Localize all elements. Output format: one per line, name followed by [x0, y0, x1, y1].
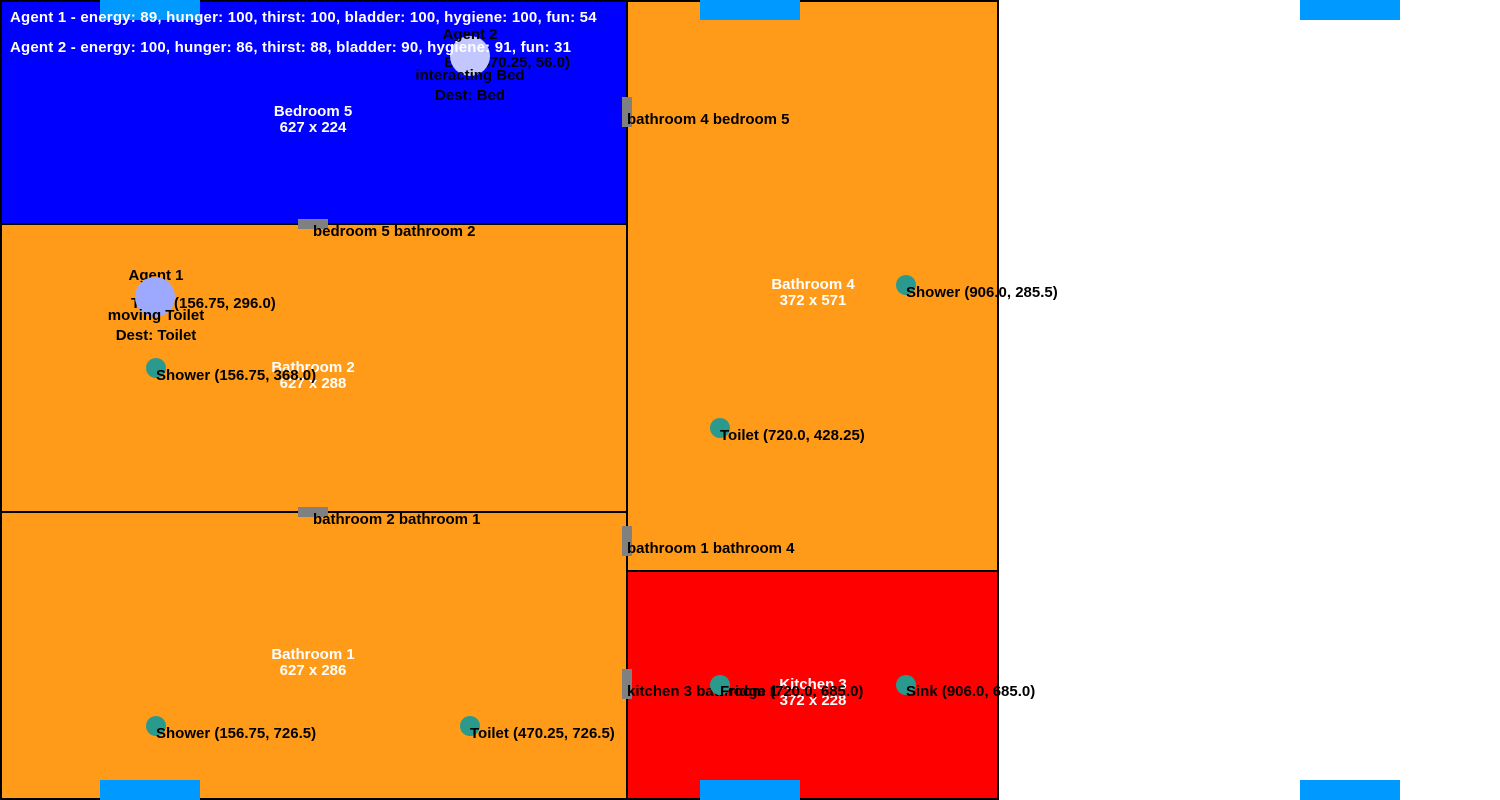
shower-label: Shower (906.0, 285.5)	[906, 284, 1058, 301]
room-size: 372 x 228	[779, 692, 847, 709]
door-bathroom2-bathroom1[interactable]	[298, 507, 328, 517]
spawn-marker	[1300, 780, 1400, 800]
fridge-label: Fridge (720.0, 685.0)	[720, 683, 864, 700]
fridge-marker[interactable]	[710, 675, 730, 695]
spawn-marker	[700, 0, 800, 20]
room-name: Bathroom 1	[271, 646, 355, 663]
agent-1-dest: Dest: Toilet	[115, 327, 197, 344]
door-bathroom1-bathroom4[interactable]	[622, 526, 632, 556]
room-name: Bedroom 5	[273, 103, 353, 120]
room-label-bathroom-1: Bathroom 1 627 x 286	[271, 647, 354, 679]
room-label-bathroom-4: Bathroom 4 372 x 571	[771, 277, 854, 309]
room-label-bathroom-2: Bathroom 2 627 x 288	[271, 360, 354, 392]
agent-2-state: interacting Bed	[415, 67, 525, 84]
door-label: bathroom 2 bathroom 1	[313, 511, 481, 528]
shower-marker[interactable]	[896, 275, 916, 295]
room-size: 627 x 286	[279, 662, 347, 679]
toilet-label: Toilet (720.0, 428.25)	[720, 427, 865, 444]
room-bedroom-5	[0, 0, 628, 225]
sink-marker[interactable]	[896, 675, 916, 695]
shower-label: Shower (156.75, 368.0)	[156, 367, 317, 384]
spawn-marker	[1300, 0, 1400, 20]
spawn-marker	[100, 0, 200, 20]
toilet-marker[interactable]	[460, 716, 480, 736]
room-name: Bathroom 4	[771, 276, 855, 293]
room-label-bedroom-5: Bedroom 5 627 x 224	[274, 104, 352, 136]
shower-marker[interactable]	[146, 358, 166, 378]
room-size: 627 x 224	[279, 119, 347, 136]
door-label: bathroom 1 bathroom 4	[627, 540, 795, 557]
room-bathroom-4	[626, 0, 999, 573]
spawn-marker	[100, 780, 200, 800]
shower-marker[interactable]	[146, 716, 166, 736]
room-size: 372 x 571	[779, 292, 847, 309]
door-label: kitchen 3 bathroom 1	[627, 683, 778, 700]
agent-1-status: Agent 1 - energy: 89, hunger: 100, thirs…	[10, 9, 597, 26]
sink-label: Sink (906.0, 685.0)	[906, 683, 1036, 700]
room-name: Kitchen 3	[779, 676, 847, 693]
agent-1-name: Agent 1	[128, 267, 184, 284]
agent-2-dest: Dest: Bed	[434, 87, 506, 104]
agent-2-name: Agent 2	[442, 26, 498, 43]
room-kitchen-3	[626, 570, 999, 800]
shower-label: Shower (156.75, 726.5)	[156, 725, 317, 742]
toilet-label: Toilet (470.25, 726.5)	[470, 725, 615, 742]
agent-2-status: Agent 2 - energy: 100, hunger: 86, thirs…	[10, 39, 572, 56]
agent-1-state: moving Toilet	[107, 307, 205, 324]
toilet-marker[interactable]	[710, 418, 730, 438]
room-bathroom-1	[0, 511, 628, 800]
door-kitchen3-bathroom[interactable]	[622, 669, 632, 699]
door-bedroom5-bathroom2[interactable]	[298, 219, 328, 229]
agent-2-avatar[interactable]	[450, 36, 490, 76]
agent-1-avatar[interactable]	[135, 277, 175, 317]
door-bathroom4-bedroom5[interactable]	[622, 97, 632, 127]
spawn-marker	[700, 780, 800, 800]
room-size: 627 x 288	[279, 375, 347, 392]
door-label: bedroom 5 bathroom 2	[313, 223, 476, 240]
door-label: bathroom 4 bedroom 5	[627, 111, 790, 128]
room-bathroom-2	[0, 223, 628, 513]
room-label-kitchen-3: Kitchen 3 372 x 228	[779, 677, 847, 709]
room-name: Bathroom 2	[271, 359, 355, 376]
